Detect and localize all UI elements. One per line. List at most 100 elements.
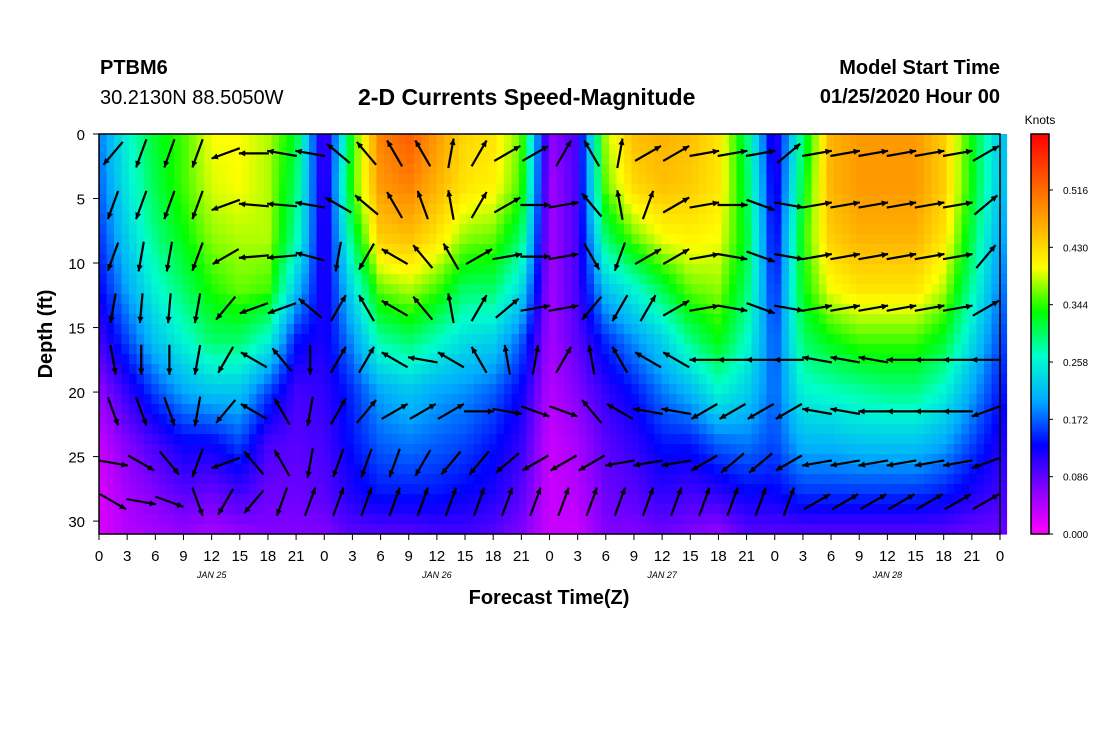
heatmap-cell <box>144 254 153 265</box>
heatmap-cell <box>916 154 925 165</box>
heatmap-cell <box>159 344 168 355</box>
heatmap-cell <box>916 344 925 355</box>
heatmap-cell <box>684 204 693 215</box>
heatmap-cell <box>466 514 475 525</box>
heatmap-cell <box>429 294 438 305</box>
heatmap-cell <box>586 264 595 275</box>
heatmap-cell <box>601 444 610 455</box>
heatmap-cell <box>841 164 850 175</box>
heatmap-cell <box>624 474 633 485</box>
heatmap-cell <box>166 454 175 465</box>
heatmap-cell <box>399 454 408 465</box>
heatmap-cell <box>481 374 490 385</box>
heatmap-cell <box>646 504 655 515</box>
heatmap-cell <box>946 204 955 215</box>
heatmap-cell <box>444 504 453 515</box>
heatmap-cell <box>384 194 393 205</box>
heatmap-cell <box>144 524 153 535</box>
heatmap-cell <box>601 234 610 245</box>
heatmap-cell <box>811 424 820 435</box>
heatmap-cell <box>489 234 498 245</box>
heatmap-cell <box>984 494 993 505</box>
current-vector <box>717 252 748 262</box>
heatmap-cell <box>984 364 993 375</box>
heatmap-cell <box>166 314 175 325</box>
heatmap-cell <box>376 414 385 425</box>
heatmap-cell <box>721 244 730 255</box>
heatmap-cell <box>264 344 273 355</box>
heatmap-cell <box>556 244 565 255</box>
heatmap-cell <box>136 234 145 245</box>
heatmap-cell <box>324 184 333 195</box>
heatmap-cell <box>646 244 655 255</box>
heatmap-cell <box>564 334 573 345</box>
heatmap-cell <box>211 314 220 325</box>
heatmap-cell <box>714 174 723 185</box>
heatmap-cell <box>736 204 745 215</box>
heatmap-cell <box>294 464 303 475</box>
heatmap-cell <box>99 374 108 385</box>
heatmap-cell <box>819 474 828 485</box>
heatmap-cell <box>886 184 895 195</box>
heatmap-cell <box>444 474 453 485</box>
heatmap-cell <box>324 484 333 495</box>
heatmap-cell <box>136 424 145 435</box>
heatmap-cell <box>616 164 625 175</box>
heatmap-cell <box>864 204 873 215</box>
heatmap-cell <box>331 134 340 145</box>
heatmap-cell <box>519 264 528 275</box>
heatmap-cell <box>954 244 963 255</box>
heatmap-cell <box>781 174 790 185</box>
heatmap-cell <box>331 364 340 375</box>
heatmap-cell <box>151 364 160 375</box>
heatmap-cell <box>451 344 460 355</box>
heatmap-cell <box>504 494 513 505</box>
heatmap-cell <box>219 254 228 265</box>
heatmap-cell <box>301 194 310 205</box>
heatmap-cell <box>181 454 190 465</box>
heatmap-cell <box>931 164 940 175</box>
heatmap-cell <box>234 244 243 255</box>
heatmap-cell <box>121 434 130 445</box>
heatmap-cell <box>729 374 738 385</box>
heatmap-cell <box>234 364 243 375</box>
heatmap-cell <box>526 304 535 315</box>
heatmap-cell <box>796 324 805 335</box>
current-vector <box>136 241 145 272</box>
heatmap-cell <box>706 334 715 345</box>
heatmap-cell <box>339 514 348 525</box>
heatmap-cell <box>489 374 498 385</box>
heatmap-cell <box>871 474 880 485</box>
heatmap-cell <box>219 444 228 455</box>
heatmap-cell <box>864 144 873 155</box>
heatmap-cell <box>541 454 550 465</box>
heatmap-cell <box>924 154 933 165</box>
heatmap-cell <box>159 214 168 225</box>
heatmap-cell <box>114 224 123 235</box>
heatmap-cell <box>129 194 138 205</box>
heatmap-cell <box>324 324 333 335</box>
heatmap-cell <box>819 494 828 505</box>
heatmap-cell <box>414 404 423 415</box>
heatmap-cell <box>106 164 115 175</box>
heatmap-cell <box>136 444 145 455</box>
heatmap-cell <box>294 414 303 425</box>
heatmap-cell <box>841 234 850 245</box>
heatmap-cell <box>316 464 325 475</box>
current-vector <box>555 346 573 374</box>
heatmap-cell <box>654 394 663 405</box>
heatmap-cell <box>241 304 250 315</box>
heatmap-cell <box>324 354 333 365</box>
heatmap-cell <box>909 254 918 265</box>
heatmap-cell <box>271 444 280 455</box>
heatmap-cell <box>961 214 970 225</box>
heatmap-cell <box>594 194 603 205</box>
heatmap-cell <box>714 304 723 315</box>
heatmap-cell <box>691 514 700 525</box>
heatmap-cell <box>909 314 918 325</box>
chart-title: 2-D Currents Speed-Magnitude <box>358 84 696 110</box>
heatmap-cell <box>151 224 160 235</box>
heatmap-cell <box>324 134 333 145</box>
heatmap-cell <box>774 494 783 505</box>
heatmap-cell <box>249 394 258 405</box>
